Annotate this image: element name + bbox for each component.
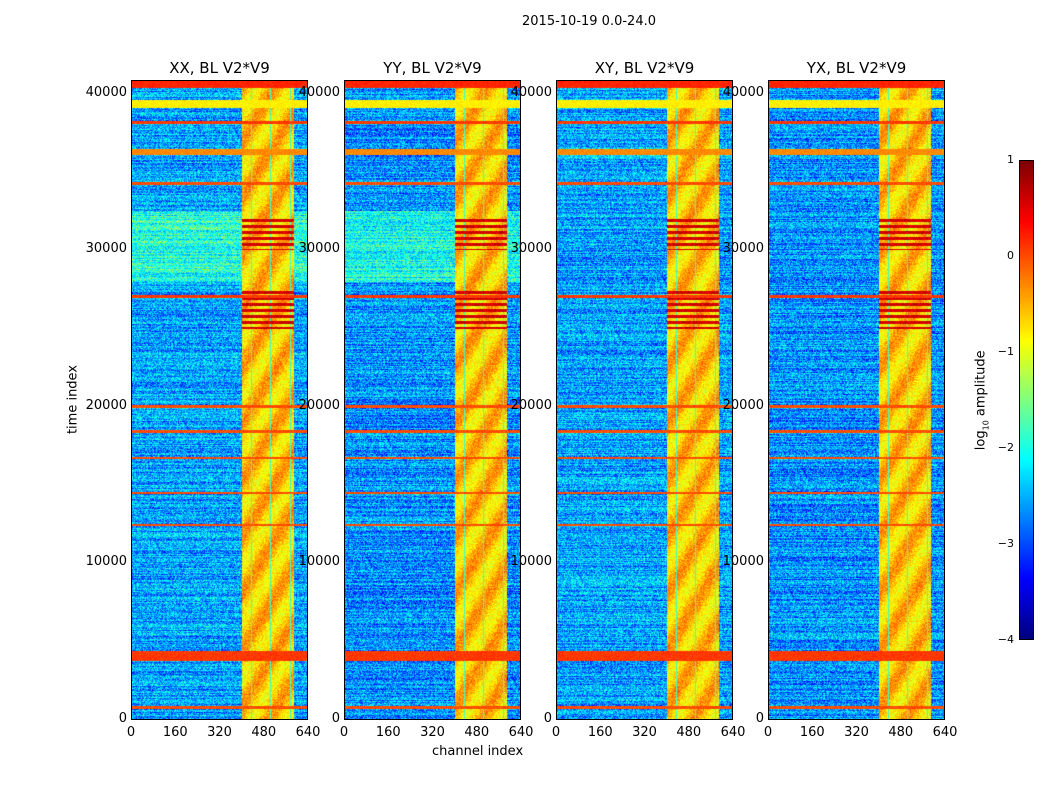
y-tick-label: 20000 [510, 397, 552, 413]
y-tick-label: 20000 [722, 397, 764, 413]
colorbar-tick-label: −2 [997, 441, 1014, 454]
panel-title: YX, BL V2*V9 [806, 59, 907, 77]
x-tick-label: 320 [420, 725, 445, 740]
x-tick-label: 0 [551, 725, 561, 740]
panel-title: XY, BL V2*V9 [594, 59, 695, 77]
x-axis-label: channel index [432, 744, 524, 759]
x-tick-label: 640 [720, 725, 746, 740]
y-tick-label: 30000 [85, 241, 127, 257]
x-tick-label: 160 [375, 725, 401, 740]
x-tick-label: 480 [676, 725, 702, 740]
y-tick-label: 30000 [510, 241, 552, 257]
figure-title: 2015-10-19 0.0-24.0 [522, 14, 656, 29]
y-tick-label: 0 [331, 711, 340, 726]
x-tick-label: 0 [126, 725, 136, 740]
x-tick-label: 160 [587, 725, 613, 740]
y-tick-label: 40000 [722, 84, 764, 100]
y-tick-label: 40000 [510, 84, 552, 100]
panel-title: XX, BL V2*V9 [169, 59, 270, 77]
y-tick-label: 20000 [298, 397, 340, 413]
colorbar-tick-label: −1 [997, 345, 1014, 358]
x-tick-label: 160 [162, 725, 188, 740]
y-tick-label: 0 [755, 711, 764, 726]
colorbar-tick-label: −4 [997, 633, 1014, 646]
heatmap-panel-1 [344, 80, 521, 720]
y-tick-label: 0 [118, 711, 127, 726]
y-tick-label: 10000 [510, 554, 552, 570]
x-tick-label: 480 [888, 725, 914, 740]
y-tick-label: 0 [543, 711, 552, 726]
y-tick-label: 10000 [298, 554, 340, 570]
colorbar-label-main: log [973, 430, 989, 451]
x-tick-label: 480 [464, 725, 490, 740]
x-tick-label: 640 [508, 725, 534, 740]
y-tick-label: 10000 [85, 554, 127, 570]
heatmap-panel-3 [768, 80, 945, 720]
heatmap-image [345, 81, 520, 719]
x-tick-label: 480 [251, 725, 277, 740]
x-tick-label: 320 [632, 725, 657, 740]
colorbar-tick-label: 1 [1007, 153, 1014, 166]
x-tick-label: 0 [763, 725, 773, 740]
heatmap-panel-2 [556, 80, 733, 720]
y-tick-label: 20000 [85, 397, 127, 413]
x-tick-label: 640 [295, 725, 321, 740]
heatmap-image [769, 81, 944, 719]
x-tick-label: 0 [339, 725, 349, 740]
x-tick-label: 640 [932, 725, 958, 740]
colorbar-tick-label: −3 [997, 537, 1014, 550]
x-tick-label: 160 [799, 725, 825, 740]
y-tick-label: 30000 [722, 241, 764, 257]
colorbar-tick-label: 0 [1007, 249, 1014, 262]
heatmap-panel-0 [131, 80, 308, 720]
panel-title: YY, BL V2*V9 [383, 59, 482, 77]
y-axis-label: time index [65, 364, 81, 435]
x-tick-label: 320 [207, 725, 232, 740]
colorbar-label-rest: amplitude [973, 350, 989, 421]
heatmap-image [132, 81, 307, 719]
y-tick-label: 40000 [85, 84, 127, 100]
y-tick-label: 10000 [722, 554, 764, 570]
colorbar-label-sub: 10 [981, 420, 991, 431]
x-tick-label: 320 [844, 725, 869, 740]
colorbar-label: log10 amplitude [974, 340, 991, 460]
y-tick-label: 30000 [298, 241, 340, 257]
colorbar [1019, 160, 1034, 640]
heatmap-image [557, 81, 732, 719]
y-tick-label: 40000 [298, 84, 340, 100]
